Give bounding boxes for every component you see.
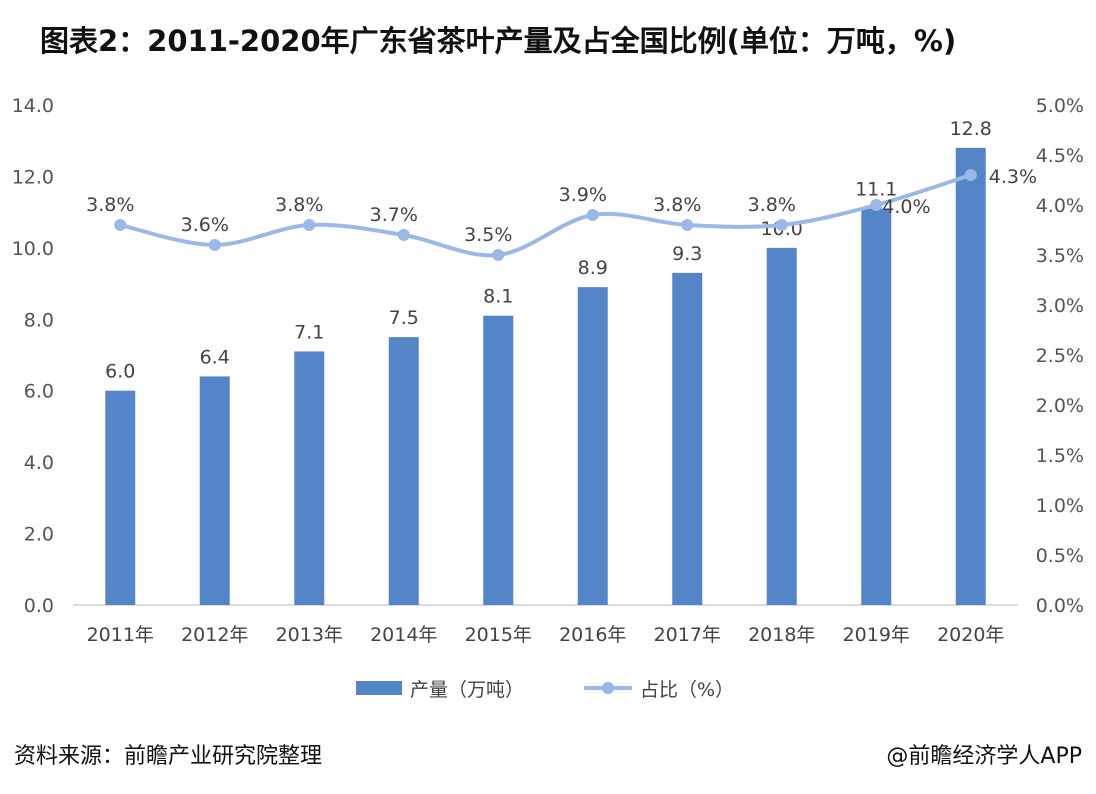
ratio-point [586,209,599,221]
y-left-tick-label: 4.0 [24,452,54,474]
y-right-axis: 0.0% 0.5% 1.0% 1.5% 2.0% 2.5% 3.0% 3.5% 4.0% 4.5%… [1036,95,1084,617]
chart-title: 图表2：2011-2020年广东省茶叶产量及占全国比例(单位：万吨，%) [40,24,957,58]
legend-line-label: 占比（%） [640,679,734,701]
bar-value-label: 7.1 [294,321,324,343]
legend-bar-label: 产量（万吨） [410,679,524,701]
x-tick-label: 2014年 [370,624,437,646]
legend-bar-swatch [356,681,402,695]
y-left-tick-label: 2.0 [24,524,54,546]
ratio-line [119,173,972,258]
y-left-tick-label: 0.0 [24,595,54,617]
source-note: 资料来源：前瞻产业研究院整理 [14,744,323,769]
x-tick-label: 2015年 [465,624,532,646]
bar-value-label: 9.3 [672,243,702,265]
bar-value-label: 11.1 [855,179,897,201]
bar-value-label: 12.8 [950,118,992,140]
line-value-label: 3.8% [748,194,796,216]
line-series [114,169,977,261]
x-tick-label: 2019年 [843,624,910,646]
x-tick-label: 2012年 [181,624,248,646]
bar-value-label: 6.0 [105,361,135,383]
line-value-label: 3.8% [275,194,323,216]
line-value-label: 4.3% [989,166,1037,188]
bar-value-label: 8.1 [483,286,513,308]
line-value-label: 3.8% [86,194,134,216]
line-value-label: 3.7% [370,204,418,226]
bar [766,247,797,605]
x-tick-label: 2016年 [559,624,626,646]
y-left-tick-label: 6.0 [24,381,54,403]
y-right-tick-label: 4.0% [1036,195,1084,217]
x-tick-label: 2013年 [276,624,343,646]
y-right-tick-label: 1.5% [1036,445,1084,467]
legend: 产量（万吨） 占比（%） [356,679,734,701]
y-right-tick-label: 0.0% [1036,595,1084,617]
ratio-point [114,219,127,231]
line-value-label: 3.5% [464,224,512,246]
ratio-point [964,169,977,181]
bar-value-label: 8.9 [578,257,608,279]
line-value-label: 4.0% [882,196,930,218]
bar [577,287,608,605]
y-right-tick-label: 2.0% [1036,395,1084,417]
bar [105,390,136,605]
bar-value-labels: 6.06.47.17.58.18.99.310.011.112.8 [105,118,992,383]
y-right-tick-label: 0.5% [1036,545,1084,567]
bar [672,272,703,605]
credit-note: @前瞻经济学人APP [886,744,1082,769]
y-left-tick-label: 12.0 [12,166,54,188]
ratio-point [303,219,316,231]
y-right-tick-label: 3.0% [1036,295,1084,317]
y-right-tick-label: 3.5% [1036,245,1084,267]
y-left-tick-label: 8.0 [24,309,54,331]
ratio-point [397,229,410,241]
bar [294,351,325,605]
y-left-tick-label: 10.0 [12,238,54,260]
y-right-tick-label: 2.5% [1036,345,1084,367]
ratio-point [870,199,883,211]
line-value-label: 3.9% [559,184,607,206]
chart-area: 0.0 2.0 4.0 6.0 8.0 10.0 12.0 14.0 0.0% 0.5% 1.0%… [12,95,1084,701]
line-value-label: 3.8% [653,194,701,216]
ratio-point [775,219,788,231]
y-right-tick-label: 1.0% [1036,495,1084,517]
y-left-axis: 0.0 2.0 4.0 6.0 8.0 10.0 12.0 14.0 [12,95,54,617]
y-right-tick-label: 4.5% [1036,145,1084,167]
ratio-point [681,219,694,231]
bar-value-label: 6.4 [200,346,230,368]
line-value-label: 3.6% [181,214,229,236]
y-left-tick-label: 14.0 [12,95,54,117]
x-tick-label: 2011年 [87,624,154,646]
x-tick-label: 2018年 [748,624,815,646]
bar [861,208,892,606]
y-right-tick-label: 5.0% [1036,95,1084,117]
x-tick-label: 2017年 [654,624,721,646]
ratio-point [208,239,221,251]
bar-value-label: 7.5 [389,307,419,329]
line-value-labels: 3.8% 3.6% 3.8% 3.7% 3.5% 3.9% 3.8% 3.8% 4.0% 4.3% [86,166,1037,246]
ratio-point [492,249,505,261]
bar [955,147,986,605]
bar [388,337,419,605]
bar [483,315,514,605]
x-axis: 2011年 2012年 2013年 2014年 2015年 2016年 2017年 2018年… [87,624,1005,646]
legend-line-marker [602,682,614,694]
x-tick-label: 2020年 [937,624,1004,646]
bar [199,376,230,605]
bar-series [105,147,986,606]
